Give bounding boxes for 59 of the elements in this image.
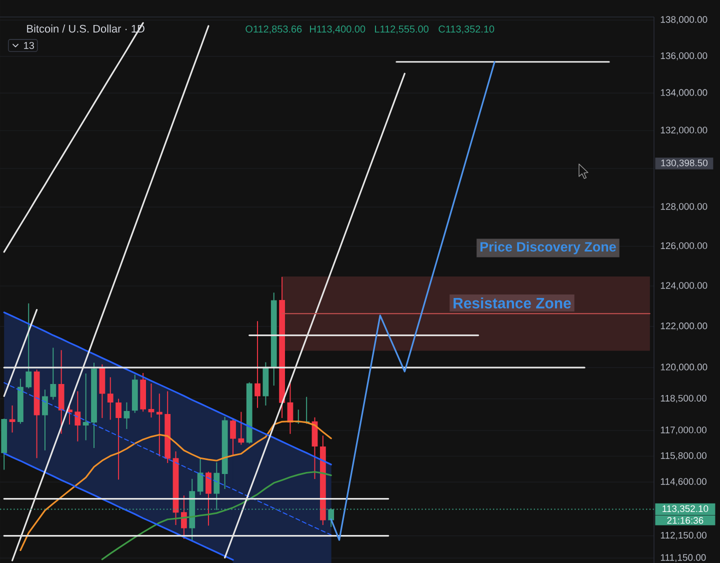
candlestick	[230, 418, 236, 455]
y-tick-label: 134,000.00	[660, 89, 708, 98]
candlestick	[50, 348, 56, 400]
y-tick-label: 136,000.00	[660, 52, 708, 60]
candlestick	[246, 382, 252, 444]
line-series	[3, 452, 234, 561]
y-tick-label: 128,000.00	[660, 203, 708, 211]
candlestick	[270, 292, 277, 386]
candlestick	[132, 374, 138, 413]
annotation: Resistance Zone	[454, 298, 571, 308]
annotation: 13	[24, 42, 34, 50]
candlestick	[140, 372, 146, 412]
annotation: Price Discovery Zone	[480, 242, 616, 254]
candlestick	[18, 378, 24, 424]
text: 130,398.50	[661, 160, 708, 168]
ref-line-label: 113,352.10	[662, 505, 708, 514]
y-tick-label: 120,000.00	[660, 364, 708, 372]
candlestick	[279, 276, 285, 418]
y-tick-label: 114,600.00	[660, 478, 706, 486]
candlestick	[26, 303, 32, 388]
annotation: L112,555.00	[375, 26, 428, 34]
candlestick	[99, 364, 106, 418]
y-tick-label: 126,000.00	[660, 242, 708, 250]
line-series	[101, 471, 332, 560]
candlestick	[156, 394, 162, 456]
y-tick-label: 112,150.00	[660, 532, 706, 540]
text: 21:16:36	[667, 517, 704, 524]
y-tick-label: 138,000.00	[660, 16, 708, 24]
candlestick	[320, 436, 326, 525]
y-tick-label: 115,800.00	[660, 452, 706, 460]
candlestick	[238, 412, 244, 445]
candlestick	[262, 362, 269, 406]
candlestick	[9, 406, 16, 432]
line-series	[20, 420, 332, 552]
annotation: H113,400.00	[310, 26, 366, 34]
candlestick	[124, 402, 130, 430]
candlestick	[1, 418, 8, 470]
candlestick	[74, 391, 81, 442]
candlestick	[42, 390, 48, 450]
candlestick	[206, 472, 212, 526]
candlestick	[58, 350, 64, 434]
line-series	[3, 312, 332, 466]
y-tick-label: 117,000.00	[660, 426, 706, 434]
y-tick-label: 111,150.00	[660, 554, 706, 562]
annotation: C113,352.10	[438, 26, 494, 34]
candlestick	[254, 321, 260, 408]
candlestick	[197, 458, 204, 495]
annotation: O112,853.66	[246, 26, 302, 34]
y-tick-label: 132,000.00	[660, 126, 708, 135]
candlestick	[91, 362, 97, 448]
candlestick	[107, 377, 114, 420]
y-tick-label: 118,500.00	[660, 394, 706, 403]
candlestick	[222, 416, 228, 489]
candlestick	[164, 391, 171, 463]
y-tick-label: 122,000.00	[660, 322, 708, 330]
candlestick	[116, 398, 122, 480]
candlestick	[34, 370, 40, 458]
candlestick	[82, 374, 89, 440]
y-tick-label: 124,000.00	[660, 282, 708, 290]
